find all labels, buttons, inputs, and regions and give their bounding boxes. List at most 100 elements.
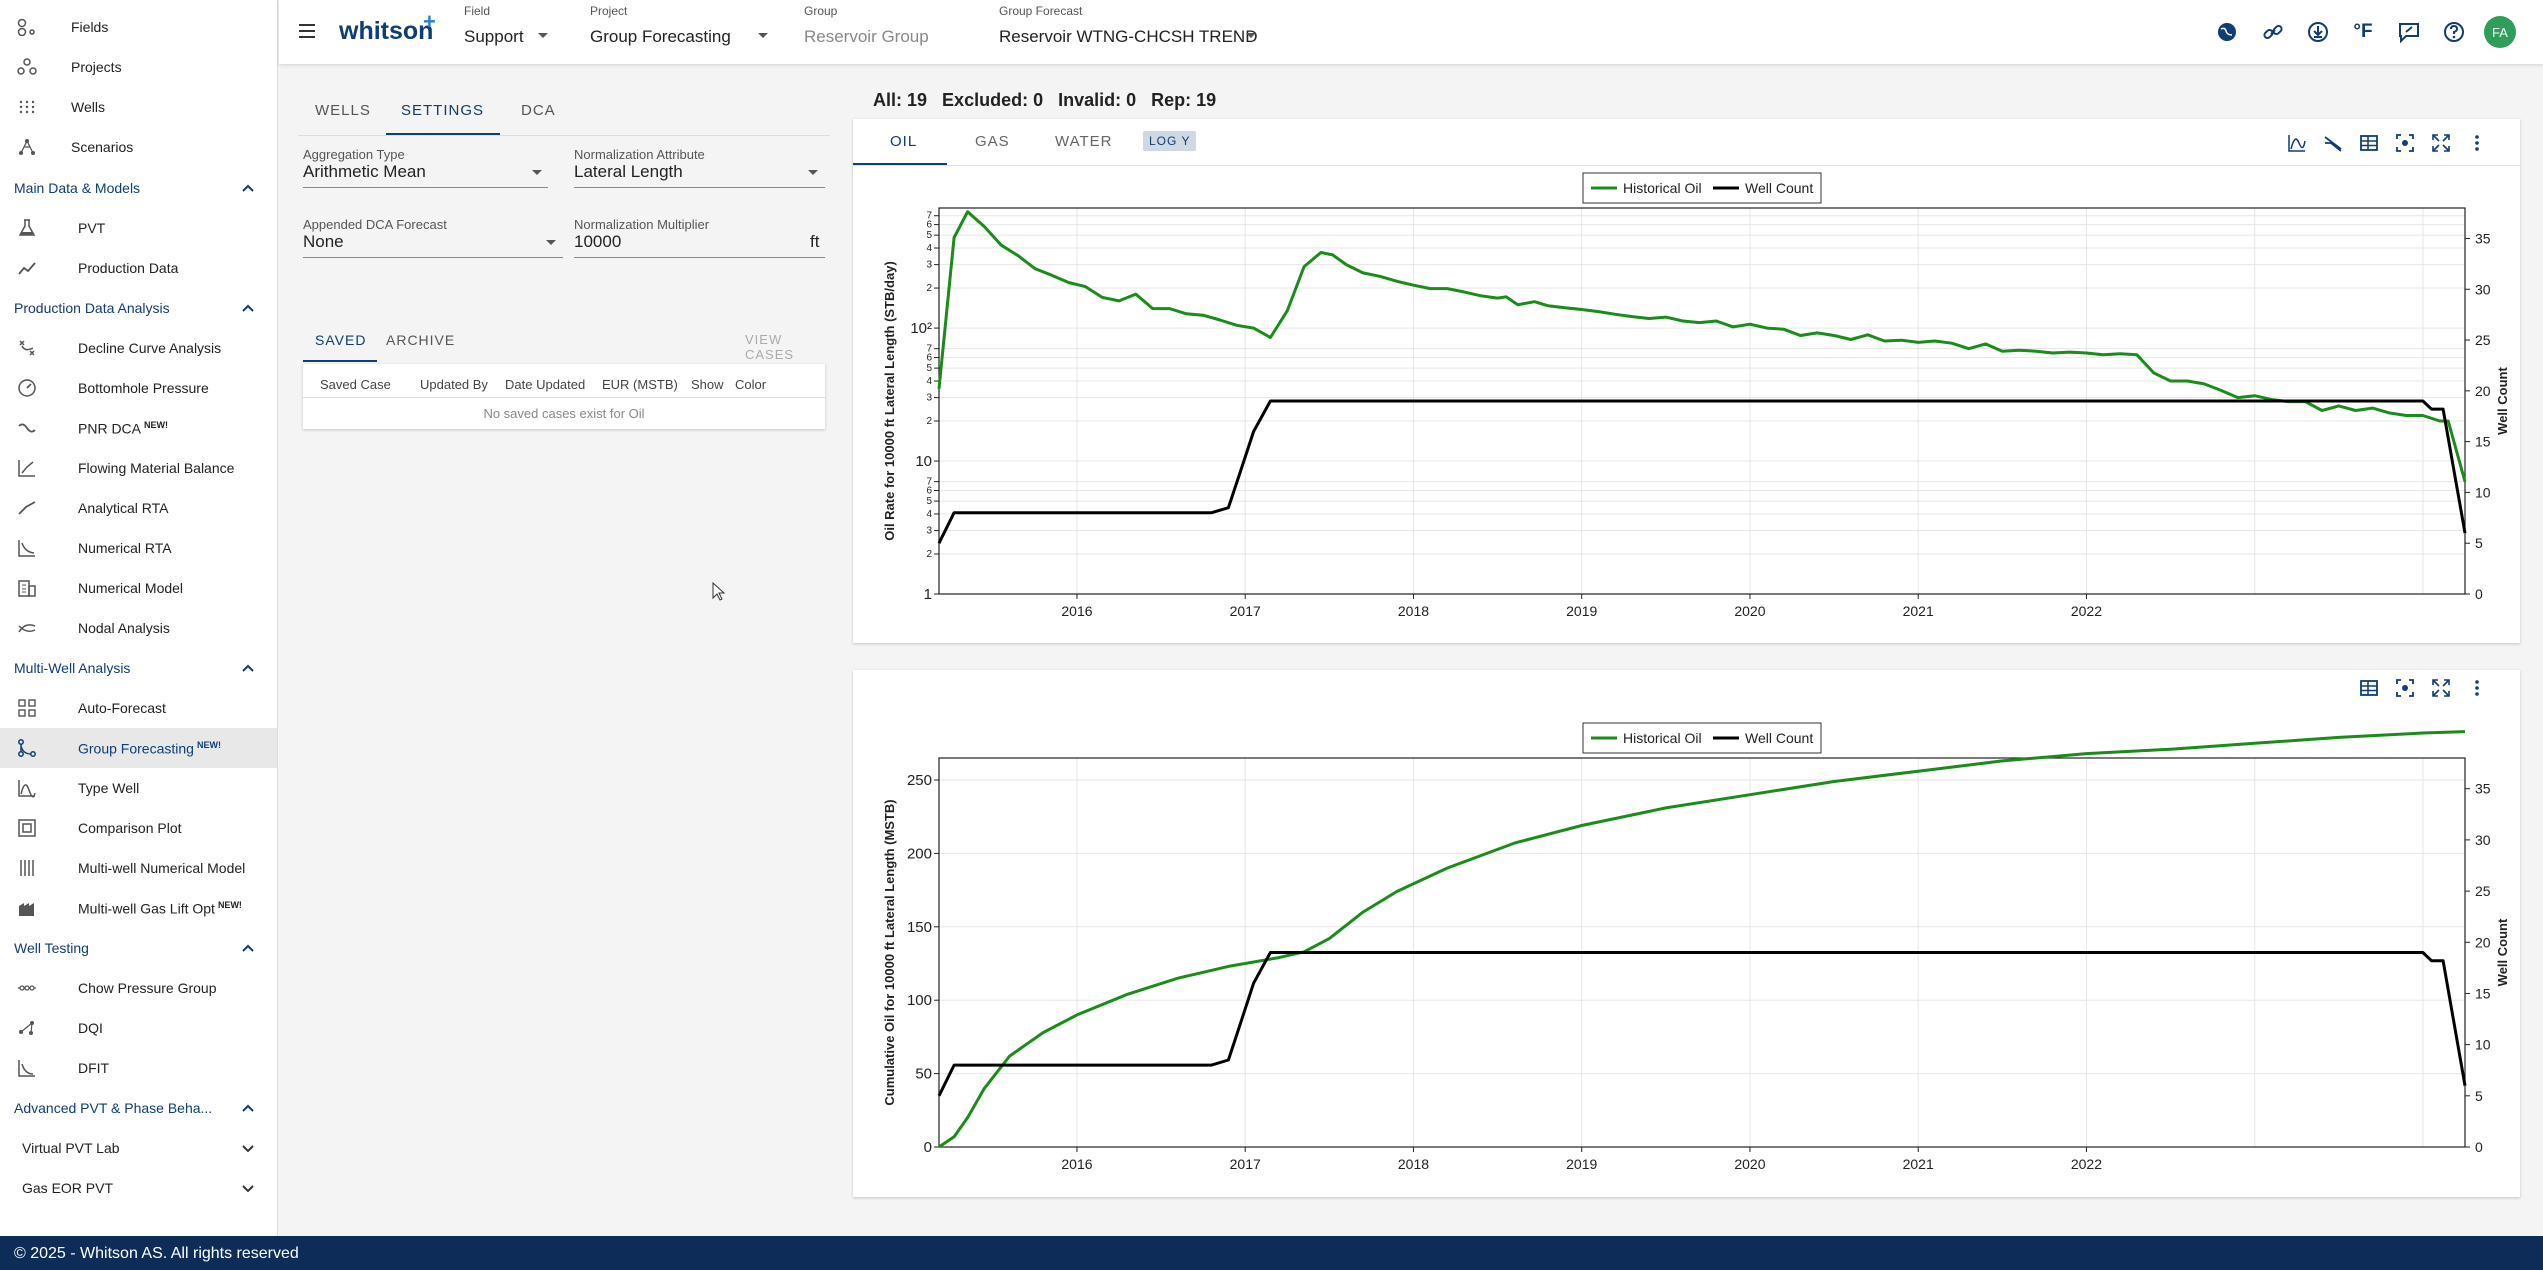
column-header: Saved Case [320, 377, 391, 392]
sidebar-item-label: PNR DCA NEW! [78, 420, 169, 437]
chart-axes-icon [16, 458, 38, 478]
group-selector[interactable]: Group Reservoir Group [804, 4, 929, 46]
sidebar-item-wells[interactable]: Wells [0, 87, 277, 127]
more-vert-icon[interactable] [2463, 129, 2491, 157]
table-icon[interactable] [2355, 674, 2383, 702]
gauge-icon [16, 378, 38, 398]
link-icon[interactable] [2259, 18, 2287, 46]
field-selector[interactable]: Field Support [464, 0, 574, 64]
sidebar-item-nodal-analysis[interactable]: Nodal Analysis [0, 608, 277, 648]
column-header: Color [735, 377, 767, 392]
sidebar-item-fields[interactable]: Fields [0, 7, 277, 47]
chevron-down-icon [242, 1185, 254, 1193]
count-rep: Rep: 19 [1151, 90, 1217, 110]
section-advanced-pvt[interactable]: Advanced PVT & Phase Beha... [0, 1088, 277, 1128]
fullscreen-icon[interactable] [2427, 129, 2455, 157]
chevron-down-icon [242, 1145, 254, 1153]
count-excluded: Excluded: 0 [942, 90, 1044, 110]
sidebar-item-comparison-plot[interactable]: Comparison Plot [0, 808, 277, 848]
download-icon[interactable] [2304, 18, 2332, 46]
sidebar-item-scenarios[interactable]: Scenarios [0, 127, 277, 167]
decline-icon [16, 338, 38, 358]
y-tick-label: 7 [926, 477, 932, 488]
zoom-reset-icon[interactable] [2391, 129, 2419, 157]
user-avatar[interactable]: FA [2484, 16, 2516, 48]
section-production-data-analysis[interactable]: Production Data Analysis [0, 288, 277, 328]
zoom-reset-icon[interactable] [2391, 674, 2419, 702]
sidebar-item-label: Multi-well Gas Lift Opt NEW! [78, 900, 242, 917]
new-badge: NEW! [196, 740, 221, 750]
sidebar-item-flowing-material-balance[interactable]: Flowing Material Balance [0, 448, 277, 488]
divider [298, 135, 830, 136]
section-title: Gas EOR PVT [22, 1180, 114, 1196]
sidebar-item-analytical-rta[interactable]: Analytical RTA [0, 488, 277, 528]
project-selector[interactable]: Project Group Forecasting [590, 0, 770, 64]
view-cases-button[interactable]: VIEW CASES [745, 332, 795, 362]
help-icon[interactable] [2440, 18, 2468, 46]
sidebar-item-multi-well-numerical-model[interactable]: Multi-well Numerical Model [0, 848, 277, 888]
column-header: Show [691, 377, 724, 392]
sidebar-item-pvt[interactable]: PVT [0, 208, 277, 248]
y2-tick-label: 10 [2475, 1037, 2491, 1053]
tab-archive[interactable]: ARCHIVE [386, 332, 456, 348]
tab-gas[interactable]: GAS [975, 133, 1010, 150]
section-title: Advanced PVT & Phase Beha... [14, 1100, 213, 1116]
tab-settings[interactable]: SETTINGS [401, 102, 485, 119]
sidebar-item-pnr-dca[interactable]: PNR DCA NEW! [0, 408, 277, 448]
section-multi-well-analysis[interactable]: Multi-Well Analysis [0, 648, 277, 688]
y-tick-label: 200 [907, 845, 932, 862]
sidebar-item-numerical-model[interactable]: Numerical Model [0, 568, 277, 608]
menu-icon[interactable] [297, 21, 317, 41]
active-tab-indicator [386, 133, 500, 135]
section-gas-eor-pvt[interactable]: Gas EOR PVT [0, 1168, 277, 1208]
more-vert-icon[interactable] [2463, 674, 2491, 702]
section-well-testing[interactable]: Well Testing [0, 928, 277, 968]
tab-wells[interactable]: WELLS [315, 102, 371, 119]
sidebar-item-dqi[interactable]: DQI [0, 1008, 277, 1048]
tab-water[interactable]: WATER [1055, 133, 1113, 150]
curve-fit-icon[interactable] [2283, 129, 2311, 157]
log-y-toggle[interactable]: LOG Y [1143, 131, 1197, 151]
sidebar-item-numerical-rta[interactable]: Numerical RTA [0, 528, 277, 568]
sidebar-item-auto-forecast[interactable]: Auto-Forecast [0, 688, 277, 728]
plot-frame [938, 207, 2466, 595]
sidebar-item-type-well[interactable]: Type Well [0, 768, 277, 808]
sidebar-item-group-forecasting[interactable]: Group Forecasting NEW! [0, 728, 277, 768]
sidebar-item-production-data[interactable]: Production Data [0, 248, 277, 288]
sidebar-item-bottomhole-pressure[interactable]: Bottomhole Pressure [0, 368, 277, 408]
section-virtual-pvt-lab[interactable]: Virtual PVT Lab [0, 1128, 277, 1168]
x-tick-label: 2020 [1734, 1156, 1765, 1172]
tab-oil[interactable]: OIL [890, 133, 918, 150]
whitson-logo[interactable]: whitson + [339, 9, 436, 45]
temperature-unit-toggle[interactable]: °F [2353, 21, 2373, 42]
sidebar-item-dfit[interactable]: DFIT [0, 1048, 277, 1088]
chevron-up-icon [242, 184, 254, 192]
historical-oil-line [937, 210, 2467, 483]
sidebar-item-label: DQI [78, 1020, 103, 1036]
group-forecast-selector[interactable]: Group Forecast Reservoir WTNG-CHCSH TREND [999, 4, 1258, 46]
sidebar-item-label: Nodal Analysis [78, 620, 170, 636]
curve-axes-icon [16, 538, 38, 558]
tab-saved[interactable]: SAVED [315, 332, 367, 348]
sidebar-item-chow-pressure-group[interactable]: Chow Pressure Group [0, 968, 277, 1008]
sidebar-item-label: Numerical Model [78, 580, 184, 596]
globe-icon[interactable] [2213, 18, 2241, 46]
x-tick-label: 2020 [1734, 603, 1765, 619]
section-main-data[interactable]: Main Data & Models [0, 168, 277, 208]
tab-dca[interactable]: DCA [521, 102, 556, 119]
cumulative-chart: 0 50 100 150 200 250 0 5 10 15 20 25 30 35 2016 2017 201… [882, 722, 2510, 1172]
y-tick-label: 7 [926, 344, 932, 355]
trend-lines-icon[interactable] [2319, 129, 2347, 157]
sidebar-item-multi-well-gas-lift-opt[interactable]: Multi-well Gas Lift Opt NEW! [0, 888, 277, 928]
x-tick-label: 2017 [1230, 1156, 1261, 1172]
y-tick-label: 7 [926, 211, 932, 222]
feedback-icon[interactable] [2395, 18, 2423, 46]
y2-axis-label: Well Count [2495, 367, 2510, 435]
y2-tick-label: 5 [2475, 535, 2483, 551]
chevron-up-icon [242, 304, 254, 312]
table-icon[interactable] [2355, 129, 2383, 157]
sidebar-item-projects[interactable]: Projects [0, 47, 277, 87]
sidebar-item-decline-curve-analysis[interactable]: Decline Curve Analysis [0, 328, 277, 368]
y-tick-label: 150 [907, 919, 932, 936]
fullscreen-icon[interactable] [2427, 674, 2455, 702]
